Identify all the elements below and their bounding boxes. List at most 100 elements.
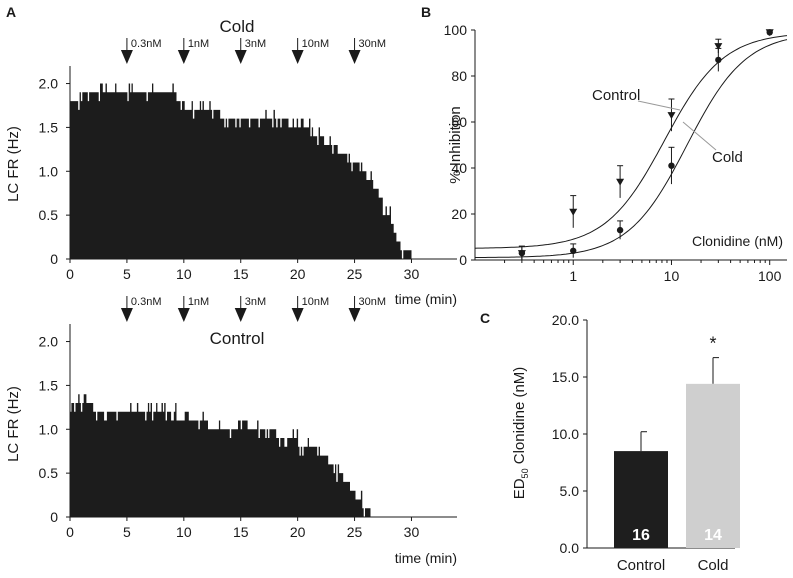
y-tick-label: 40 [451,160,467,176]
y-tick-label: 0 [50,509,58,525]
dose-arrow [291,50,304,64]
x-tick-label: 20 [290,524,306,540]
control-x-axis-label: time (min) [395,550,457,566]
x-tick-label: 30 [404,524,420,540]
y-tick-label: 0.5 [39,465,59,481]
control-category-label: Control [617,557,665,574]
y-tick-label: 10.0 [552,426,579,442]
cold-y-axis-label: LC FR (Hz) [5,126,22,202]
x-tick-label: 30 [404,266,420,282]
dose-arrow [120,50,133,64]
x-tick-label: 25 [347,266,363,282]
dose-arrow [234,308,247,322]
c-bars: 16 Control 14 Cold * [614,334,740,574]
cold-fit-curve [475,39,788,258]
control-n-label: 16 [632,527,650,544]
cold-annotation-leader [682,121,717,151]
cold-annotation: Cold [712,149,743,166]
c-y-axis-label: ED50 Clonidine (nM) [511,367,530,500]
dose-label: 30nM [359,38,387,50]
y-tick-label: 0.5 [39,207,59,223]
y-tick-label: 20.0 [552,312,579,328]
control-annotation: Control [592,87,640,104]
cold-category-label: Cold [698,557,729,574]
cold-x-ticks: 0 5 10 15 20 25 30 [66,259,419,282]
y-tick-label: 0 [50,251,58,267]
x-tick-label: 1 [569,268,577,284]
x-tick-label: 100 [758,268,782,284]
y-tick-label: 1.0 [39,421,59,437]
y-tick-label: 20 [451,206,467,222]
control-fit-curve [474,35,788,249]
cold-dose-markers: 0.3nM 1nM 3nM 10nM 30nM [120,38,387,64]
x-tick-label: 10 [664,268,680,284]
y-tick-label: 1.5 [39,377,59,393]
cold-point [668,162,675,169]
x-tick-label: 15 [233,524,249,540]
control-point [714,43,723,51]
dose-arrow [234,50,247,64]
cold-y-ticks: 0 0.5 1.0 1.5 2.0 [39,76,70,267]
dose-arrow [120,308,133,322]
dose-arrow [177,308,190,322]
b-x-axis-label: Clonidine (nM) [692,233,783,249]
panel-label-c: C [480,310,490,326]
y-tick-label: 2.0 [39,334,59,350]
x-tick-label: 0 [66,266,74,282]
b-data-points [517,29,774,260]
dose-arrow [348,308,361,322]
y-tick-label: 5.0 [560,483,580,499]
b-x-ticks: 1 10 100 [504,260,782,284]
y-tick-label: 100 [444,22,468,38]
cold-point [518,249,526,257]
significance-marker: * [709,334,716,354]
x-tick-label: 10 [176,266,192,282]
panel-label-a: A [6,4,16,20]
dose-arrow [291,308,304,322]
dose-label: 0.3nM [131,38,162,50]
cold-point [766,29,773,36]
y-tick-label: 15.0 [552,369,579,385]
dose-label: 10nM [302,296,330,308]
control-annotation-leader [637,100,681,111]
x-tick-label: 20 [290,266,306,282]
dose-label: 1nM [188,38,209,50]
y-tick-label: 0.0 [560,540,580,556]
dose-label: 0.3nM [131,296,162,308]
panel-label-b: B [421,4,431,20]
cold-point [616,226,624,234]
cold-point [715,56,722,64]
panel-c-ed50-bars: ED50 Clonidine (nM) 0.0 5.0 10.0 15.0 20.0 1… [511,312,740,574]
c-y-ticks: 0.0 5.0 10.0 15.0 20.0 [552,312,587,556]
cold-x-axis-label: time (min) [395,291,457,307]
dose-label: 3nM [245,296,266,308]
dose-arrow [177,50,190,64]
b-y-ticks: 0 20 40 60 80 100 [444,22,475,268]
y-tick-label: 60 [451,114,467,130]
cold-point [570,247,577,254]
x-tick-label: 15 [233,266,249,282]
x-tick-label: 5 [123,266,131,282]
control-bar [614,451,668,548]
y-tick-label: 80 [451,68,467,84]
x-tick-label: 10 [176,524,192,540]
control-point [667,112,676,120]
control-firing-rate-trace [70,394,379,517]
control-dose-markers: 0.3nM 1nM 3nM 10nM 30nM [120,296,387,322]
panel-a-control: Control LC FR (Hz) time (min) 0 5 10 15 20 25… [5,296,457,566]
dose-label: 10nM [302,38,330,50]
control-title: Control [210,329,265,348]
dose-label: 30nM [359,296,387,308]
panel-a-cold: Cold LC FR (Hz) time (min) 0 5 10 15 20 25 30 … [5,17,457,307]
cold-bar [686,383,740,548]
control-point [569,208,578,216]
b-y-axis-label: % Inhibition [447,106,464,184]
x-tick-label: 0 [66,524,74,540]
control-y-axis-label: LC FR (Hz) [5,386,22,462]
x-tick-label: 5 [123,524,131,540]
control-y-ticks: 0 0.5 1.0 1.5 2.0 [39,334,70,525]
cold-title: Cold [220,17,255,36]
cold-n-label: 14 [704,527,722,544]
x-tick-label: 25 [347,524,363,540]
